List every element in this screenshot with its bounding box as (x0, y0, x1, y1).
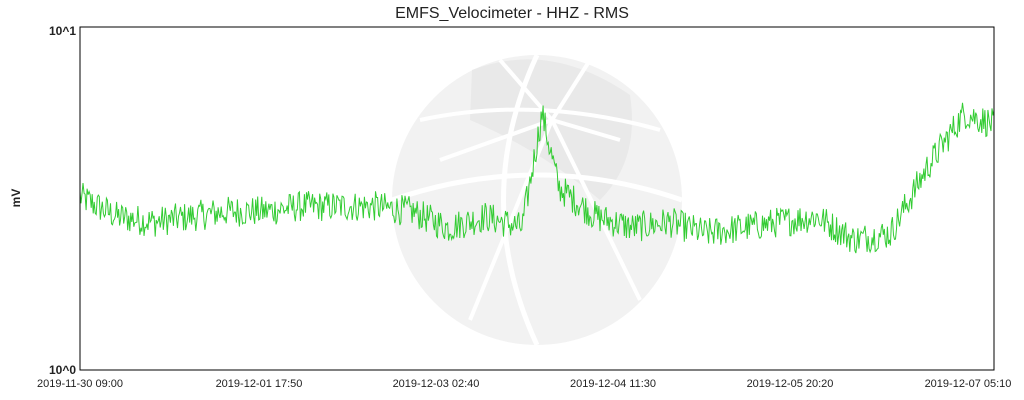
x-tick-label: 2019-12-01 17:50 (216, 378, 303, 390)
y-tick-label-top: 10^1 (49, 24, 76, 38)
plot-frame (79, 26, 995, 371)
series-layer (79, 102, 995, 254)
x-tick-label: 2019-11-30 09:00 (37, 378, 123, 390)
x-tick-label: 2019-12-07 05:10 (925, 378, 1012, 390)
x-tick-label: 2019-12-04 11:30 (570, 378, 656, 390)
chart-title: EMFS_Velocimeter - HHZ - RMS (395, 5, 629, 22)
x-axis-ticks: 2019-11-30 09:00 2019-12-01 17:50 2019-1… (37, 378, 1011, 390)
x-tick-label: 2019-12-03 02:40 (393, 378, 480, 390)
x-tick-label: 2019-12-05 20:20 (747, 378, 834, 390)
y-axis-label: mV (9, 189, 23, 208)
y-tick-label-bottom: 10^0 (49, 363, 76, 377)
globe-watermark-icon (391, 53, 683, 347)
series-line (79, 102, 995, 254)
